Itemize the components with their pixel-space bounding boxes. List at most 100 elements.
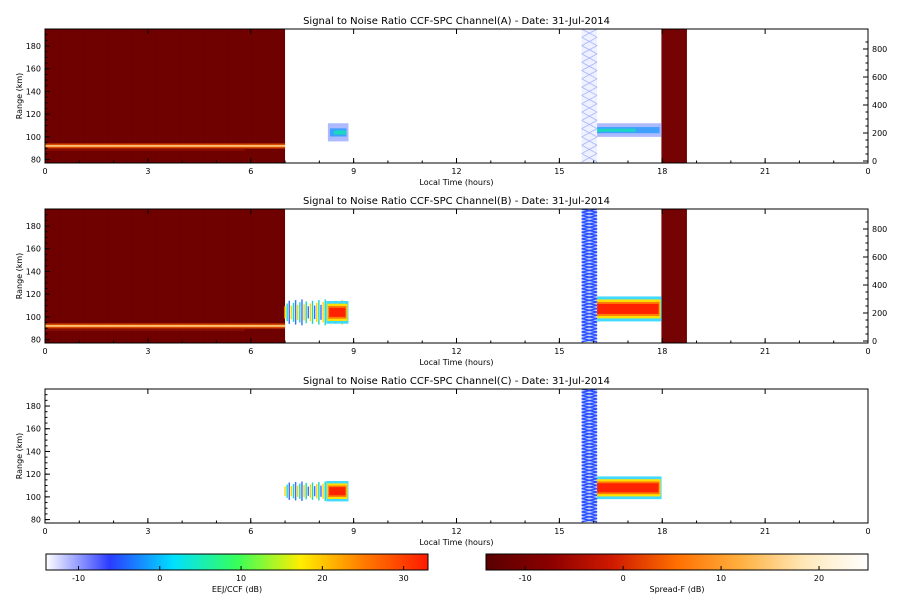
right-tick-label: 800 [872, 225, 887, 234]
eej-column-hatch [581, 327, 598, 333]
colorbar-tick-label: 10 [236, 574, 246, 583]
eej-column-hatch [581, 401, 598, 407]
x-tick-label: 9 [351, 167, 356, 176]
x-tick-label: 15 [554, 167, 564, 176]
eej-column-hatch [581, 284, 598, 290]
eej-column-hatch [581, 103, 598, 113]
eej-column-hatch [581, 395, 598, 400]
x-tick-label: 12 [451, 347, 461, 356]
chart-title: Signal to Noise Ratio CCF-SPC Channel(B)… [303, 196, 610, 207]
eej-column-hatch [581, 274, 598, 280]
y-tick-label: 180 [26, 402, 41, 411]
eej-column-hatch [581, 291, 598, 296]
eej-column-hatch [581, 424, 598, 430]
eej-column-hatch [581, 511, 598, 516]
y-tick-label: 180 [26, 42, 41, 51]
eej-column-hatch [581, 244, 598, 250]
eej-column-hatch [581, 418, 598, 423]
chart-title: Signal to Noise Ratio CCF-SPC Channel(A)… [303, 16, 610, 27]
eej-column-hatch [581, 53, 598, 63]
eej-echo-core [584, 483, 659, 493]
y-tick-label: 180 [26, 222, 41, 231]
colorbar-tick-label: 30 [399, 574, 409, 583]
x-tick-label: 0 [42, 167, 47, 176]
x-axis-label: Local Time (hours) [419, 358, 493, 367]
x-tick-label: 18 [657, 527, 667, 536]
eej-column-hatch [581, 321, 598, 326]
x-tick-label: 15 [554, 347, 564, 356]
eej-column-hatch [581, 258, 598, 263]
x-tick-label: 12 [451, 167, 461, 176]
y-tick-label: 120 [26, 470, 41, 479]
eej-column-hatch [581, 241, 598, 247]
eej-column-hatch [581, 61, 598, 71]
eej-column-hatch [581, 221, 598, 227]
x-axis-label: Local Time (hours) [419, 538, 493, 547]
x-tick-label: 9 [351, 347, 356, 356]
eej-column-hatch [581, 86, 598, 96]
eej-column-hatch [581, 36, 598, 46]
colorbar-tick-label: -10 [72, 574, 85, 583]
eej-column-hatch [581, 111, 598, 121]
eej-column-hatch [581, 271, 598, 277]
right-tick-label: 400 [872, 281, 887, 290]
eej-column-hatch [581, 128, 598, 138]
eej-column-hatch [581, 314, 598, 320]
eej-column-hatch [581, 119, 598, 130]
eej-column-hatch [581, 311, 598, 316]
eej-column-hatch [581, 441, 598, 447]
eej-column-hatch [581, 294, 598, 300]
eej-column-hatch [581, 264, 598, 270]
eej-column-hatch [581, 389, 598, 393]
x-tick-label: 21 [760, 347, 770, 356]
y-tick-label: 140 [26, 447, 41, 456]
right-tick-label: 600 [872, 73, 887, 82]
x-tick-label: 0 [865, 347, 870, 356]
eej-column-hatch [581, 218, 598, 223]
chart-panel-a: 0 3 6 9 12 15 18 21 0801001201401601800200400600… [15, 16, 887, 187]
x-tick-label: 0 [865, 527, 870, 536]
eej-column-hatch [581, 448, 598, 453]
eej-column-hatch [581, 281, 598, 287]
right-tick-label: 0 [872, 337, 877, 346]
eej-column-hatch [581, 238, 598, 243]
x-tick-label: 9 [351, 527, 356, 536]
eej-column-hatch [581, 464, 598, 470]
eej-column [581, 389, 598, 522]
eej-column-hatch [581, 337, 598, 343]
eej-column-hatch [581, 414, 598, 420]
plot-frame [44, 388, 869, 524]
colorbar-tick-label: 20 [317, 574, 327, 583]
eej-column-hatch [581, 209, 598, 213]
eej-column-hatch [581, 251, 598, 257]
eej-column-hatch [581, 324, 598, 330]
eej-column-hatch [581, 301, 598, 306]
eej-column-hatch [581, 411, 598, 417]
x-tick-label: 6 [248, 167, 253, 176]
eej-column-hatch [581, 494, 598, 500]
eej-column-hatch [581, 434, 598, 440]
eej-column-hatch [581, 317, 598, 323]
eej-column-hatch [581, 278, 598, 283]
eej-column-hatch [581, 288, 598, 293]
colorbar-eej: -10 0 10 20 30 EEJ/CCF (dB) [45, 553, 429, 594]
x-tick-label: 18 [657, 167, 667, 176]
right-tick-label: 200 [872, 129, 887, 138]
eej-echo-peak [587, 128, 636, 132]
colorbar-gradient [485, 553, 869, 571]
plot-area [45, 209, 687, 343]
eej-column-hatch [581, 471, 598, 476]
colorbar-tick-label: -10 [519, 574, 532, 583]
eej-column-hatch [581, 428, 598, 433]
eej-column-hatch [581, 468, 598, 473]
y-axis-label: Range (km) [15, 433, 24, 480]
y-tick-label: 120 [26, 110, 41, 119]
eej-column-hatch [581, 224, 598, 230]
eej-column-hatch [581, 70, 598, 80]
x-tick-label: 0 [865, 167, 870, 176]
eej-column-hatch [581, 29, 598, 38]
right-tick-label: 400 [872, 101, 887, 110]
right-tick-label: 800 [872, 45, 887, 54]
eej-column-hatch [581, 517, 598, 523]
eej-column-hatch [581, 484, 598, 490]
